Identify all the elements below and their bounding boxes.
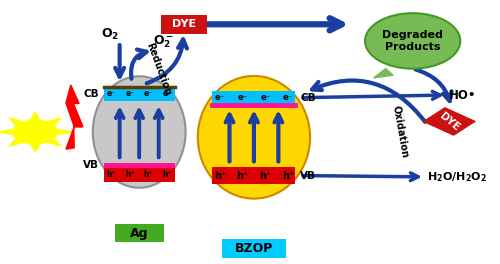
FancyBboxPatch shape xyxy=(212,167,296,184)
Text: e⁻: e⁻ xyxy=(106,89,116,98)
Polygon shape xyxy=(58,129,72,135)
Text: $\mathbf{O_2}$: $\mathbf{O_2}$ xyxy=(101,27,119,42)
FancyBboxPatch shape xyxy=(104,87,174,101)
Text: e⁻: e⁻ xyxy=(283,93,293,102)
Polygon shape xyxy=(48,139,61,146)
Text: h⁺: h⁺ xyxy=(214,171,226,181)
Polygon shape xyxy=(48,118,61,125)
Polygon shape xyxy=(0,129,13,135)
FancyBboxPatch shape xyxy=(104,163,174,168)
Text: e⁻: e⁻ xyxy=(214,93,225,102)
Text: $\mathbf{O_2^-}$: $\mathbf{O_2^-}$ xyxy=(153,34,174,50)
FancyBboxPatch shape xyxy=(212,91,296,105)
Text: e⁻: e⁻ xyxy=(162,89,172,98)
Text: CB: CB xyxy=(300,93,316,103)
Ellipse shape xyxy=(198,76,310,199)
Text: HO•: HO• xyxy=(450,88,477,102)
Polygon shape xyxy=(66,85,83,127)
FancyBboxPatch shape xyxy=(160,15,206,34)
Text: h⁺: h⁺ xyxy=(125,170,134,180)
Text: e⁻: e⁻ xyxy=(125,89,134,98)
Text: h⁺: h⁺ xyxy=(259,171,272,181)
Text: VB: VB xyxy=(300,171,316,181)
Text: $\mathbf{H_2O/H_2O_2}$: $\mathbf{H_2O/H_2O_2}$ xyxy=(428,170,488,184)
Circle shape xyxy=(13,120,57,144)
Ellipse shape xyxy=(365,13,460,69)
Text: DYE: DYE xyxy=(438,110,461,133)
Text: Reduction: Reduction xyxy=(144,41,173,96)
Polygon shape xyxy=(10,139,23,146)
FancyBboxPatch shape xyxy=(422,107,476,136)
Text: Degraded
Products: Degraded Products xyxy=(382,30,443,52)
Text: h⁺: h⁺ xyxy=(144,170,154,180)
Polygon shape xyxy=(66,103,82,149)
Text: CB: CB xyxy=(84,89,99,99)
FancyBboxPatch shape xyxy=(115,224,164,242)
Text: DYE: DYE xyxy=(172,19,196,29)
Polygon shape xyxy=(374,69,393,78)
Ellipse shape xyxy=(93,76,186,188)
Polygon shape xyxy=(30,112,40,120)
Polygon shape xyxy=(10,118,23,125)
FancyBboxPatch shape xyxy=(104,168,174,182)
Text: e⁻: e⁻ xyxy=(144,89,153,98)
Text: h⁺: h⁺ xyxy=(282,171,294,181)
Text: Oxidation: Oxidation xyxy=(391,105,410,159)
Text: VB: VB xyxy=(83,160,99,170)
Text: e⁻: e⁻ xyxy=(238,93,248,102)
Text: h⁺: h⁺ xyxy=(162,170,172,180)
Text: BZOP: BZOP xyxy=(234,242,273,255)
Text: Ag: Ag xyxy=(130,227,148,240)
Text: h⁺: h⁺ xyxy=(236,171,248,181)
Text: h⁺: h⁺ xyxy=(106,170,116,180)
FancyBboxPatch shape xyxy=(222,239,286,258)
Text: e⁻: e⁻ xyxy=(260,93,270,102)
Polygon shape xyxy=(30,144,40,152)
